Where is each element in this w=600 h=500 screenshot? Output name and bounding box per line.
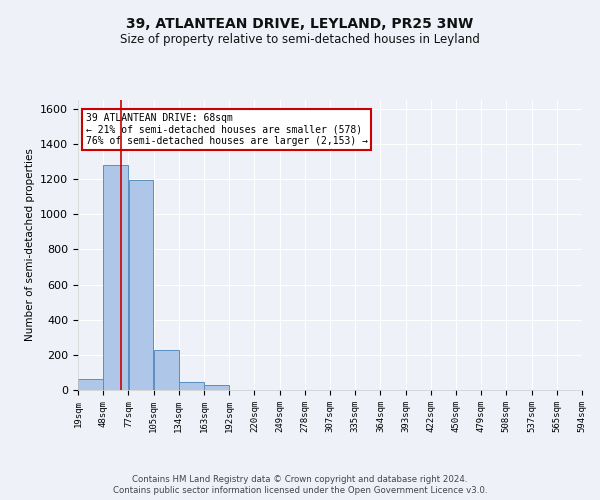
Bar	[78, 380, 103, 390]
Y-axis label: Number of semi-detached properties: Number of semi-detached properties	[25, 148, 35, 342]
Bar	[154, 350, 179, 390]
Text: 39, ATLANTEAN DRIVE, LEYLAND, PR25 3NW: 39, ATLANTEAN DRIVE, LEYLAND, PR25 3NW	[127, 18, 473, 32]
Bar	[128, 180, 154, 390]
Text: Contains public sector information licensed under the Open Government Licence v3: Contains public sector information licen…	[113, 486, 487, 495]
Text: Size of property relative to semi-detached houses in Leyland: Size of property relative to semi-detach…	[120, 32, 480, 46]
Bar	[204, 385, 229, 390]
Bar	[179, 382, 204, 390]
Text: Contains HM Land Registry data © Crown copyright and database right 2024.: Contains HM Land Registry data © Crown c…	[132, 475, 468, 484]
Text: 39 ATLANTEAN DRIVE: 68sqm
← 21% of semi-detached houses are smaller (578)
76% of: 39 ATLANTEAN DRIVE: 68sqm ← 21% of semi-…	[86, 113, 368, 146]
Bar	[103, 165, 128, 390]
